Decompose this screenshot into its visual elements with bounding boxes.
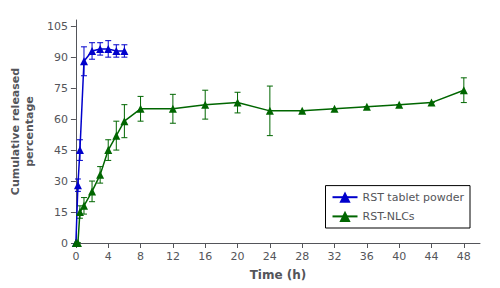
svg-text:4: 4	[105, 250, 112, 263]
svg-text:RST tablet powder: RST tablet powder	[363, 191, 465, 204]
svg-text:0: 0	[72, 250, 79, 263]
svg-text:44: 44	[425, 250, 439, 263]
svg-text:20: 20	[231, 250, 245, 263]
svg-text:0: 0	[61, 237, 68, 250]
svg-text:40: 40	[392, 250, 406, 263]
svg-text:percentage: percentage	[23, 96, 36, 167]
svg-text:36: 36	[360, 250, 374, 263]
svg-text:48: 48	[457, 250, 471, 263]
svg-text:Time (h): Time (h)	[250, 268, 307, 282]
svg-text:12: 12	[166, 250, 180, 263]
svg-text:24: 24	[263, 250, 277, 263]
svg-text:105: 105	[47, 20, 68, 33]
svg-text:90: 90	[54, 51, 68, 64]
svg-text:75: 75	[54, 82, 68, 95]
svg-text:30: 30	[54, 175, 68, 188]
svg-text:32: 32	[328, 250, 342, 263]
svg-text:8: 8	[137, 250, 144, 263]
svg-text:60: 60	[54, 113, 68, 126]
svg-text:RST-NLCs: RST-NLCs	[363, 210, 415, 223]
svg-text:Cumulative released: Cumulative released	[9, 68, 22, 195]
svg-text:28: 28	[295, 250, 309, 263]
svg-text:16: 16	[198, 250, 212, 263]
svg-text:45: 45	[54, 144, 68, 157]
svg-text:15: 15	[54, 206, 68, 219]
